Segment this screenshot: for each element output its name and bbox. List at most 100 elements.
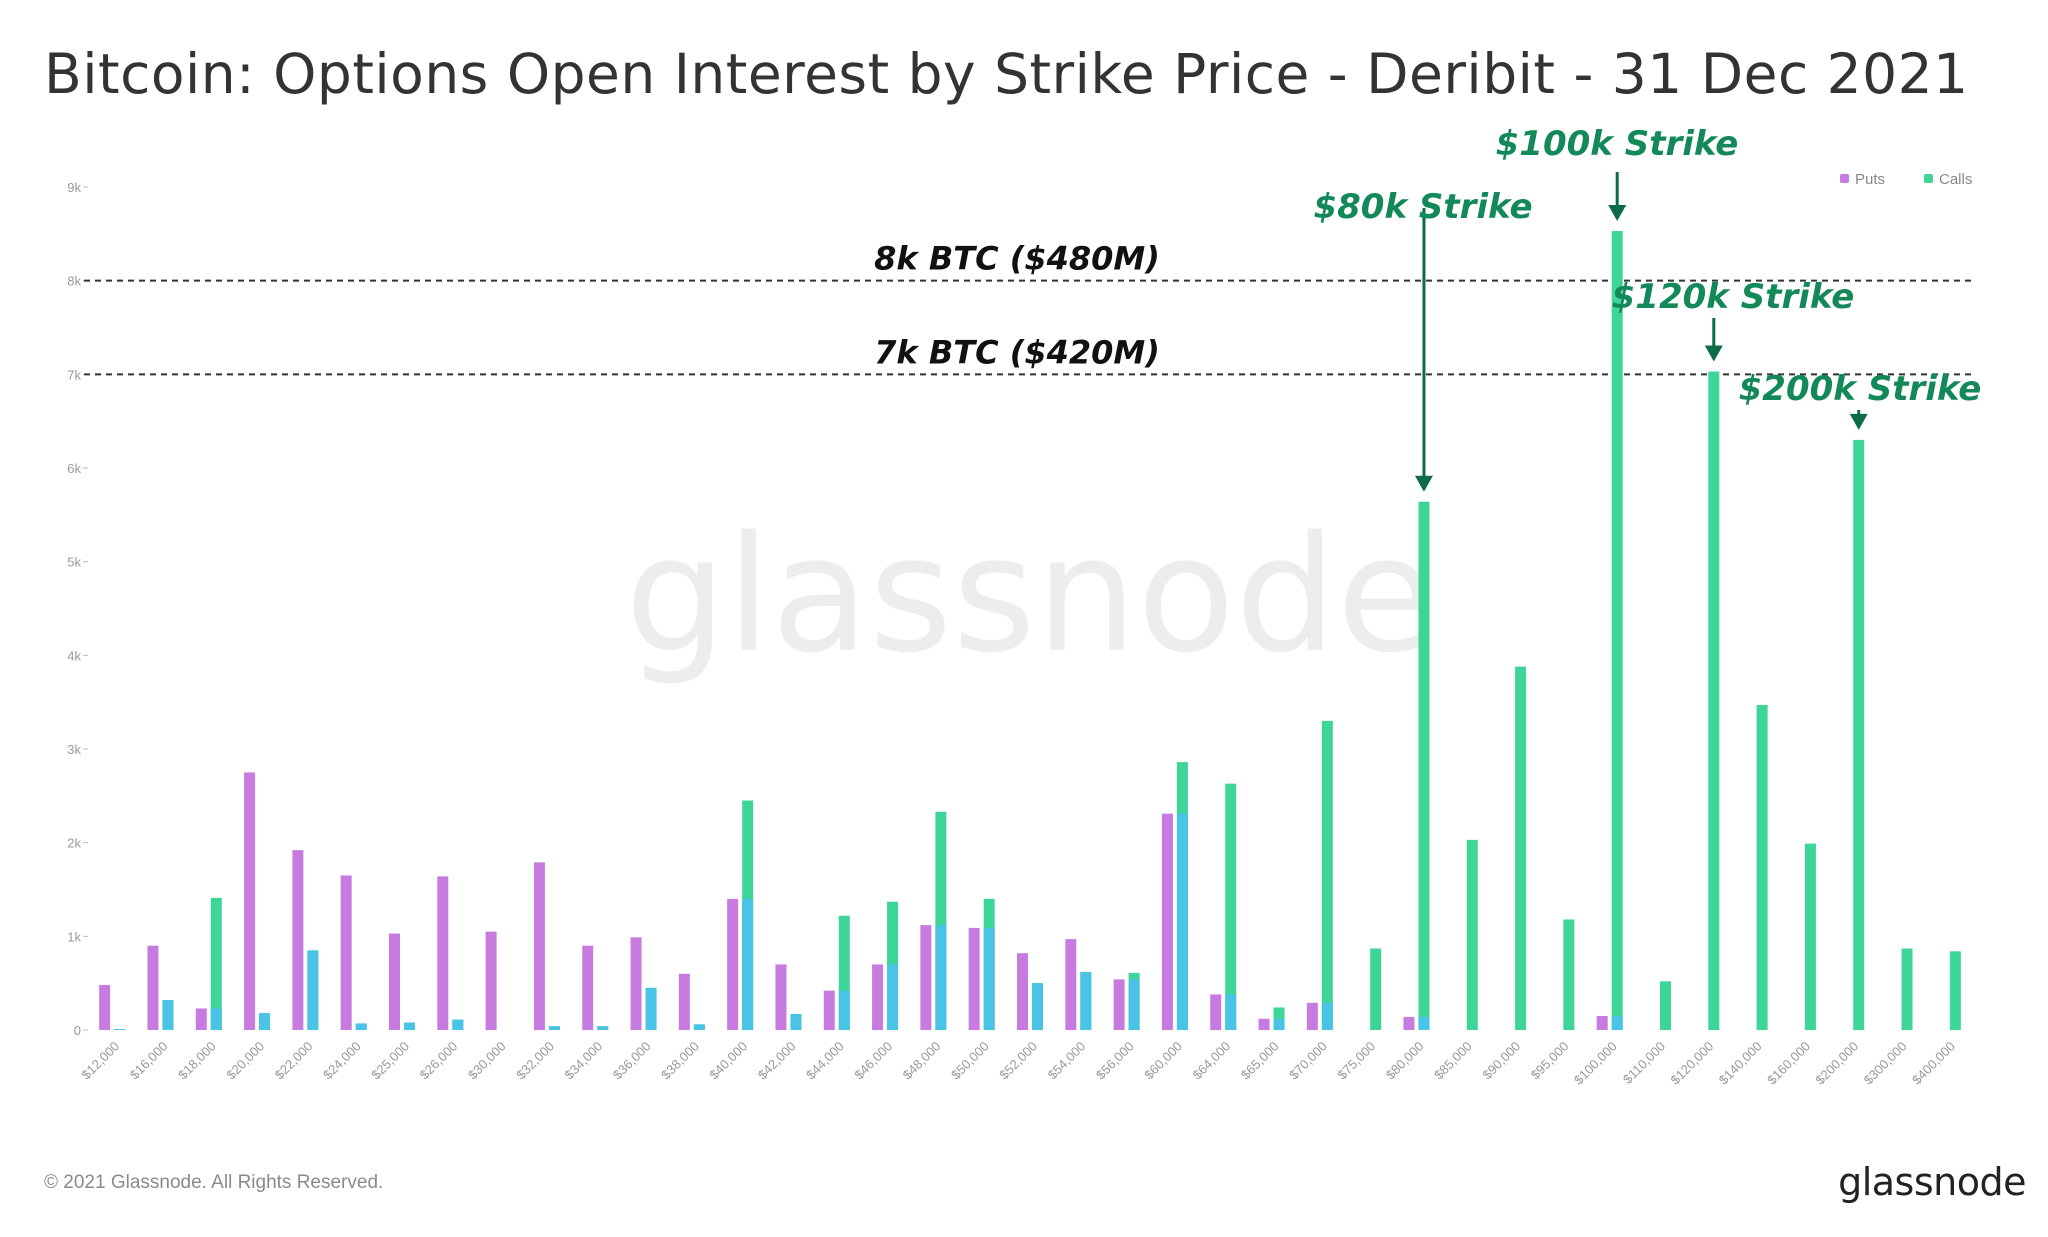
bar-calls [1611,231,1623,1031]
legend-label: Puts [1855,171,1885,188]
bar-puts [389,933,400,1030]
bar-puts [195,1008,207,1030]
x-tick-label: $36,000 [610,1039,654,1083]
bar-puts [823,990,835,1030]
bar-calls-overlap [790,1014,802,1030]
legend-swatch [1840,174,1849,183]
bar-calls-overlap [1032,983,1043,1030]
bar-calls-overlap [1611,1015,1623,1030]
bar-puts [1596,1015,1608,1030]
y-tick-label: 4k [67,648,81,663]
legend: Puts Calls [1840,171,1972,188]
bar-calls [1804,843,1816,1030]
x-tick-label: $54,000 [1045,1039,1089,1083]
reference-line-label: 7k BTC ($420M) [874,333,1160,371]
bar-puts [292,850,304,1030]
x-tick-label: $95,000 [1528,1039,1572,1083]
x-tick-label: $44,000 [803,1039,847,1083]
x-tick-label: $42,000 [755,1039,799,1083]
bar-puts [1017,953,1028,1030]
x-tick-label: $16,000 [127,1039,171,1083]
x-tick-label: $140,000 [1716,1039,1765,1088]
x-tick-label: $46,000 [851,1039,895,1083]
bar-puts [1210,994,1222,1030]
reference-lines: 8k BTC ($480M) 7k BTC ($420M) [84,240,1972,376]
y-tick-label: 5k [67,555,81,570]
x-tick-label: $56,000 [1093,1039,1137,1083]
bar-puts [1065,939,1077,1030]
watermark: glassnode [625,501,1435,688]
bar-calls-overlap [1128,979,1140,1030]
x-tick-label: $60,000 [1141,1039,1185,1083]
y-tick-label: 9k [67,180,81,195]
x-tick-label: $48,000 [900,1039,944,1083]
y-tick-label: 3k [67,742,81,757]
bar-calls-overlap [742,898,754,1030]
glassnode-logo: glassnode [1838,1160,2026,1204]
bar-calls-overlap [162,1000,174,1030]
bar-puts [99,985,111,1030]
x-tick-label: $18,000 [175,1039,219,1083]
annotation-label: $100k Strike [1496,124,1739,164]
x-tick-label: $100,000 [1571,1039,1620,1088]
bar-calls-overlap [983,927,995,1030]
legend-swatch [1924,174,1933,183]
bar-calls-overlap [355,1023,367,1030]
bar-puts [630,937,642,1030]
x-tick-label: $34,000 [562,1039,606,1083]
x-tick-label: $120,000 [1667,1039,1716,1088]
x-tick-label: $65,000 [1238,1039,1282,1083]
bar-calls-overlap [307,950,319,1030]
bars [99,231,1961,1031]
x-axis: $12,000 $16,000 $18,000 $20,000 $22,000 $24,0… [78,1039,1958,1088]
bar-calls [1756,704,1768,1030]
bar-puts [533,862,545,1030]
bar-calls [1466,839,1478,1030]
bar-calls [1708,371,1720,1031]
x-tick-label: $22,000 [272,1039,316,1083]
bar-calls-overlap [1225,994,1237,1030]
annotation-arrow-head [1414,475,1433,492]
x-tick-label: $75,000 [1334,1039,1378,1083]
annotation-label: $120k Strike [1612,277,1855,317]
legend-label: Calls [1939,171,1972,188]
x-tick-label: $12,000 [78,1039,122,1083]
bar-calls-overlap [887,964,899,1030]
bar-calls-overlap [404,1022,415,1030]
x-tick-label: $200,000 [1812,1039,1861,1088]
bar-puts [775,964,787,1030]
bar-calls [1370,948,1382,1030]
bar-puts [727,898,739,1030]
bar-calls-overlap [452,1019,464,1030]
bar-calls-overlap [838,990,850,1030]
bar-puts [968,927,980,1030]
bar-calls [1949,951,1961,1030]
x-tick-label: $85,000 [1431,1039,1475,1083]
x-tick-label: $90,000 [1479,1039,1523,1083]
bar-puts [147,945,159,1030]
bar-puts [872,964,884,1030]
bar-puts [244,772,256,1030]
bar-calls-overlap [114,1029,126,1030]
x-tick-label: $64,000 [1190,1039,1234,1083]
bar-calls-overlap [210,1008,222,1030]
bar-calls [1225,783,1237,1030]
reference-line-label: 8k BTC ($480M) [874,240,1160,278]
bar-puts [1258,1018,1270,1030]
bar-calls-overlap [597,1026,609,1030]
annotation-arrow-head [1704,345,1723,362]
x-tick-label: $50,000 [948,1039,992,1083]
x-tick-label: $24,000 [320,1039,364,1083]
y-tick-label: 1k [67,929,81,944]
x-tick-label: $25,000 [368,1039,412,1083]
bar-calls-overlap [1418,1016,1430,1030]
annotation-arrow-head [1608,205,1627,222]
bar-calls [838,915,850,1030]
footer-copyright: © 2021 Glassnode. All Rights Reserved. [44,1172,384,1193]
x-tick-label: $26,000 [417,1039,461,1083]
y-tick-label: 2k [67,836,81,851]
bar-calls-overlap [1321,1002,1333,1030]
bar-puts [1403,1016,1415,1030]
x-tick-label: $38,000 [658,1039,702,1083]
